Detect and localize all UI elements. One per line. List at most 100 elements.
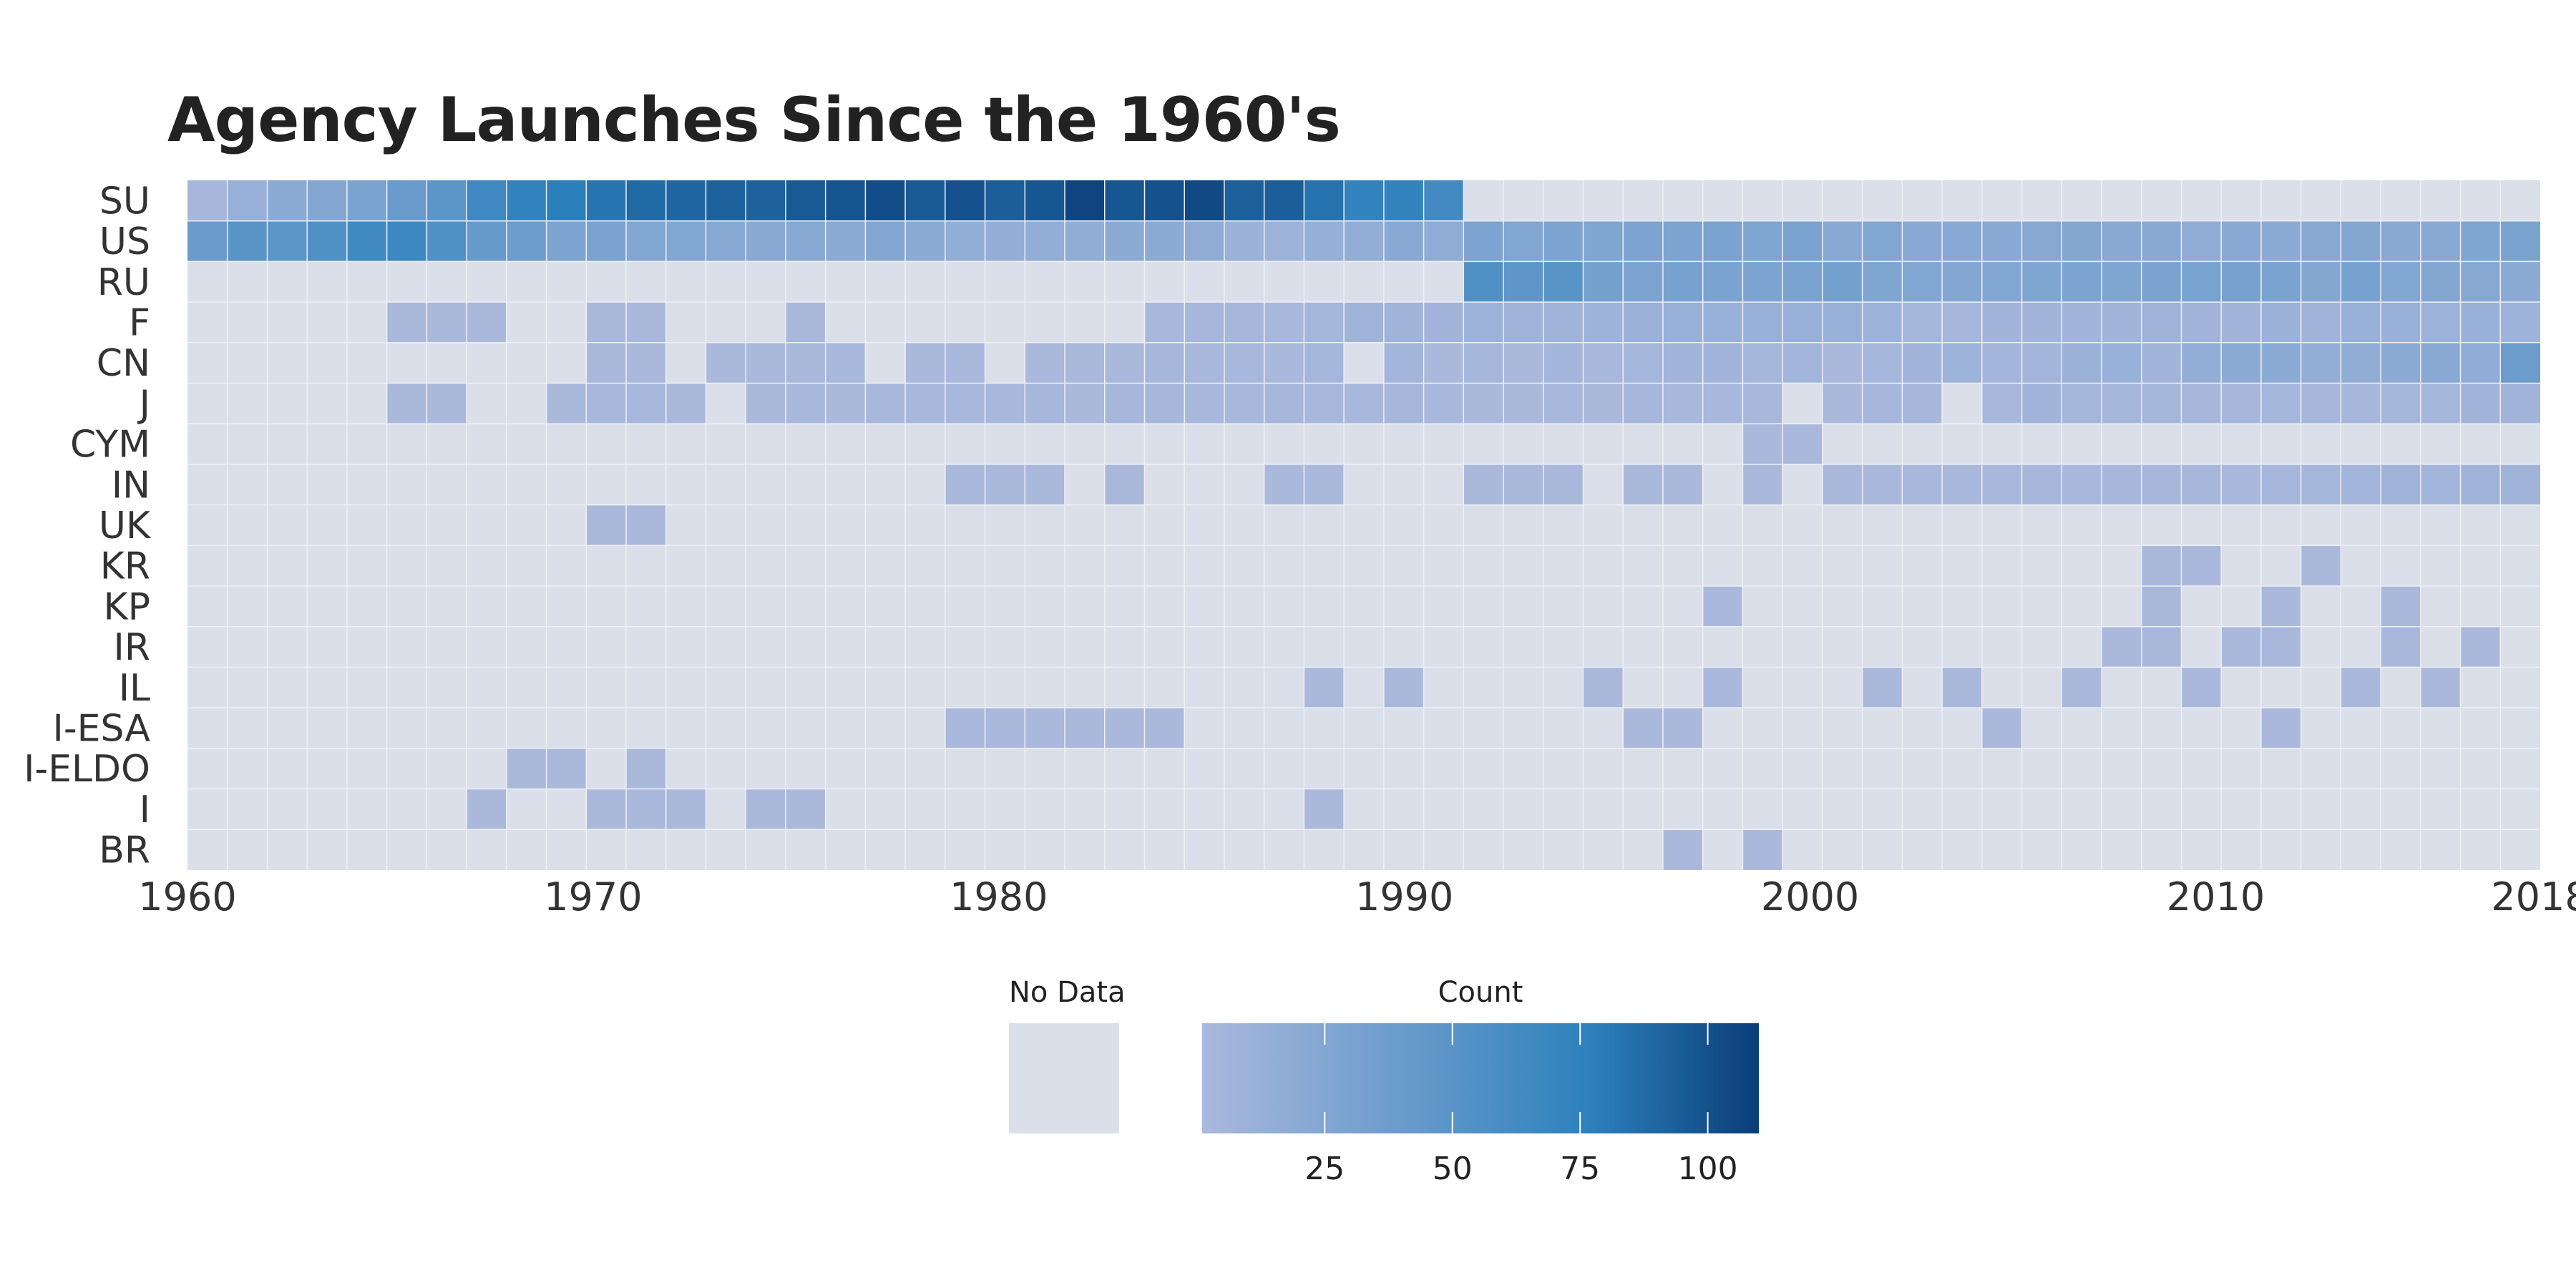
heatmap-cell	[1264, 342, 1304, 384]
heatmap-cells	[187, 180, 2540, 870]
heatmap-cell	[1503, 342, 1543, 384]
heatmap-cell	[2260, 302, 2301, 343]
heatmap-cell	[1702, 302, 1743, 343]
heatmap-cell	[1862, 302, 1903, 343]
heatmap-cell	[1304, 383, 1345, 424]
heatmap-cell	[2141, 626, 2182, 668]
heatmap-cell	[2221, 220, 2261, 262]
heatmap-cell	[2101, 383, 2142, 424]
heatmap-cell	[1862, 464, 1903, 505]
heatmap-cell	[1065, 383, 1105, 424]
heatmap-cell	[626, 220, 666, 262]
heatmap-cell	[626, 180, 666, 221]
heatmap-cell	[1942, 342, 1982, 384]
heatmap-cell	[1902, 261, 1943, 303]
heatmap-cell	[2500, 383, 2540, 424]
heatmap-cell	[2141, 545, 2182, 586]
heatmap-cell	[2341, 667, 2381, 708]
legend: No Data Count 25 50 75 100	[1009, 976, 1759, 1187]
heatmap-cell	[1662, 464, 1703, 505]
heatmap-cell	[1583, 261, 1624, 303]
heatmap-cell	[2221, 342, 2261, 384]
heatmap-cell	[626, 748, 666, 789]
heatmap-cell	[386, 302, 427, 343]
heatmap-cell	[825, 342, 866, 384]
heatmap-cell	[1862, 261, 1903, 303]
heatmap-cell	[1224, 342, 1264, 384]
heatmap-cell	[945, 708, 985, 748]
heatmap-cell	[2381, 302, 2421, 343]
heatmap-cell	[2301, 220, 2341, 262]
heatmap-cell	[1423, 220, 1464, 262]
heatmap-cell	[1981, 342, 2022, 384]
heatmap-cell	[1981, 383, 2022, 424]
heatmap-cell	[2062, 220, 2102, 262]
heatmap-cell	[1344, 220, 1384, 262]
heatmap-cell	[2500, 261, 2540, 303]
heatmap-cell	[1702, 220, 1743, 262]
heatmap-cell	[1025, 342, 1065, 384]
heatmap-cell	[1065, 342, 1105, 384]
heatmap-cell	[1702, 383, 1743, 424]
heatmap-cell	[1144, 708, 1185, 748]
heatmap-cell	[746, 220, 786, 262]
heatmap-cell	[1822, 464, 1863, 505]
heatmap-cell	[1025, 708, 1065, 748]
heatmap-cell	[2381, 586, 2421, 627]
heatmap-cell	[2062, 383, 2102, 424]
colorbar-tick-label: 50	[1433, 1151, 1473, 1187]
heatmap-cell	[1304, 180, 1345, 221]
heatmap-cell	[2101, 220, 2142, 262]
heatmap-cell	[2021, 383, 2062, 424]
heatmap-cell	[1144, 220, 1185, 262]
heatmap-cell	[2021, 220, 2062, 262]
heatmap-cell	[2460, 220, 2501, 262]
heatmap-cell	[1184, 302, 1224, 343]
heatmap-cell	[2301, 302, 2341, 343]
heatmap-cell	[1902, 302, 1943, 343]
x-tick-label: 2000	[1761, 874, 1859, 919]
y-tick-label: RU	[97, 261, 150, 304]
heatmap-cell	[2381, 220, 2421, 262]
heatmap-cell	[2141, 261, 2182, 303]
heatmap-cell	[467, 302, 507, 343]
heatmap-cell	[706, 220, 746, 262]
heatmap-cell	[2141, 383, 2182, 424]
heatmap-cell	[586, 180, 627, 221]
heatmap-cell	[2260, 586, 2301, 627]
heatmap-cell	[2381, 383, 2421, 424]
y-tick-label: KP	[104, 585, 150, 628]
heatmap-cell	[2101, 342, 2142, 384]
heatmap-cell	[1662, 302, 1703, 343]
heatmap-cell	[785, 220, 826, 262]
heatmap-cell	[467, 220, 507, 262]
heatmap-cell	[1702, 342, 1743, 384]
heatmap-cell	[985, 180, 1025, 221]
heatmap-cell	[785, 302, 826, 343]
heatmap-cell	[426, 180, 467, 221]
heatmap-cell	[1304, 789, 1345, 830]
heatmap-cell	[386, 180, 427, 221]
heatmap-cell	[1025, 464, 1065, 505]
heatmap-cell	[1463, 342, 1504, 384]
heatmap-cell	[785, 383, 826, 424]
heatmap-cell	[2062, 261, 2102, 303]
heatmap-cell	[2260, 342, 2301, 384]
heatmap-cell	[1184, 180, 1224, 221]
heatmap-cell	[1423, 383, 1464, 424]
heatmap-cell	[1344, 383, 1384, 424]
heatmap-cell	[2341, 464, 2381, 505]
colorbar-tick-label: 25	[1304, 1151, 1345, 1187]
heatmap-cell	[467, 789, 507, 830]
heatmap-cell	[2181, 342, 2222, 384]
heatmap-cell	[546, 748, 587, 789]
heatmap-cell	[626, 504, 666, 546]
heatmap-cell	[2381, 342, 2421, 384]
heatmap-cell	[426, 220, 467, 262]
heatmap-cell	[746, 383, 786, 424]
heatmap-cell	[2341, 220, 2381, 262]
heatmap-cell	[1423, 180, 1464, 221]
heatmap-cell	[1344, 302, 1384, 343]
heatmap-cell	[2260, 626, 2301, 668]
heatmap-cell	[1463, 464, 1504, 505]
